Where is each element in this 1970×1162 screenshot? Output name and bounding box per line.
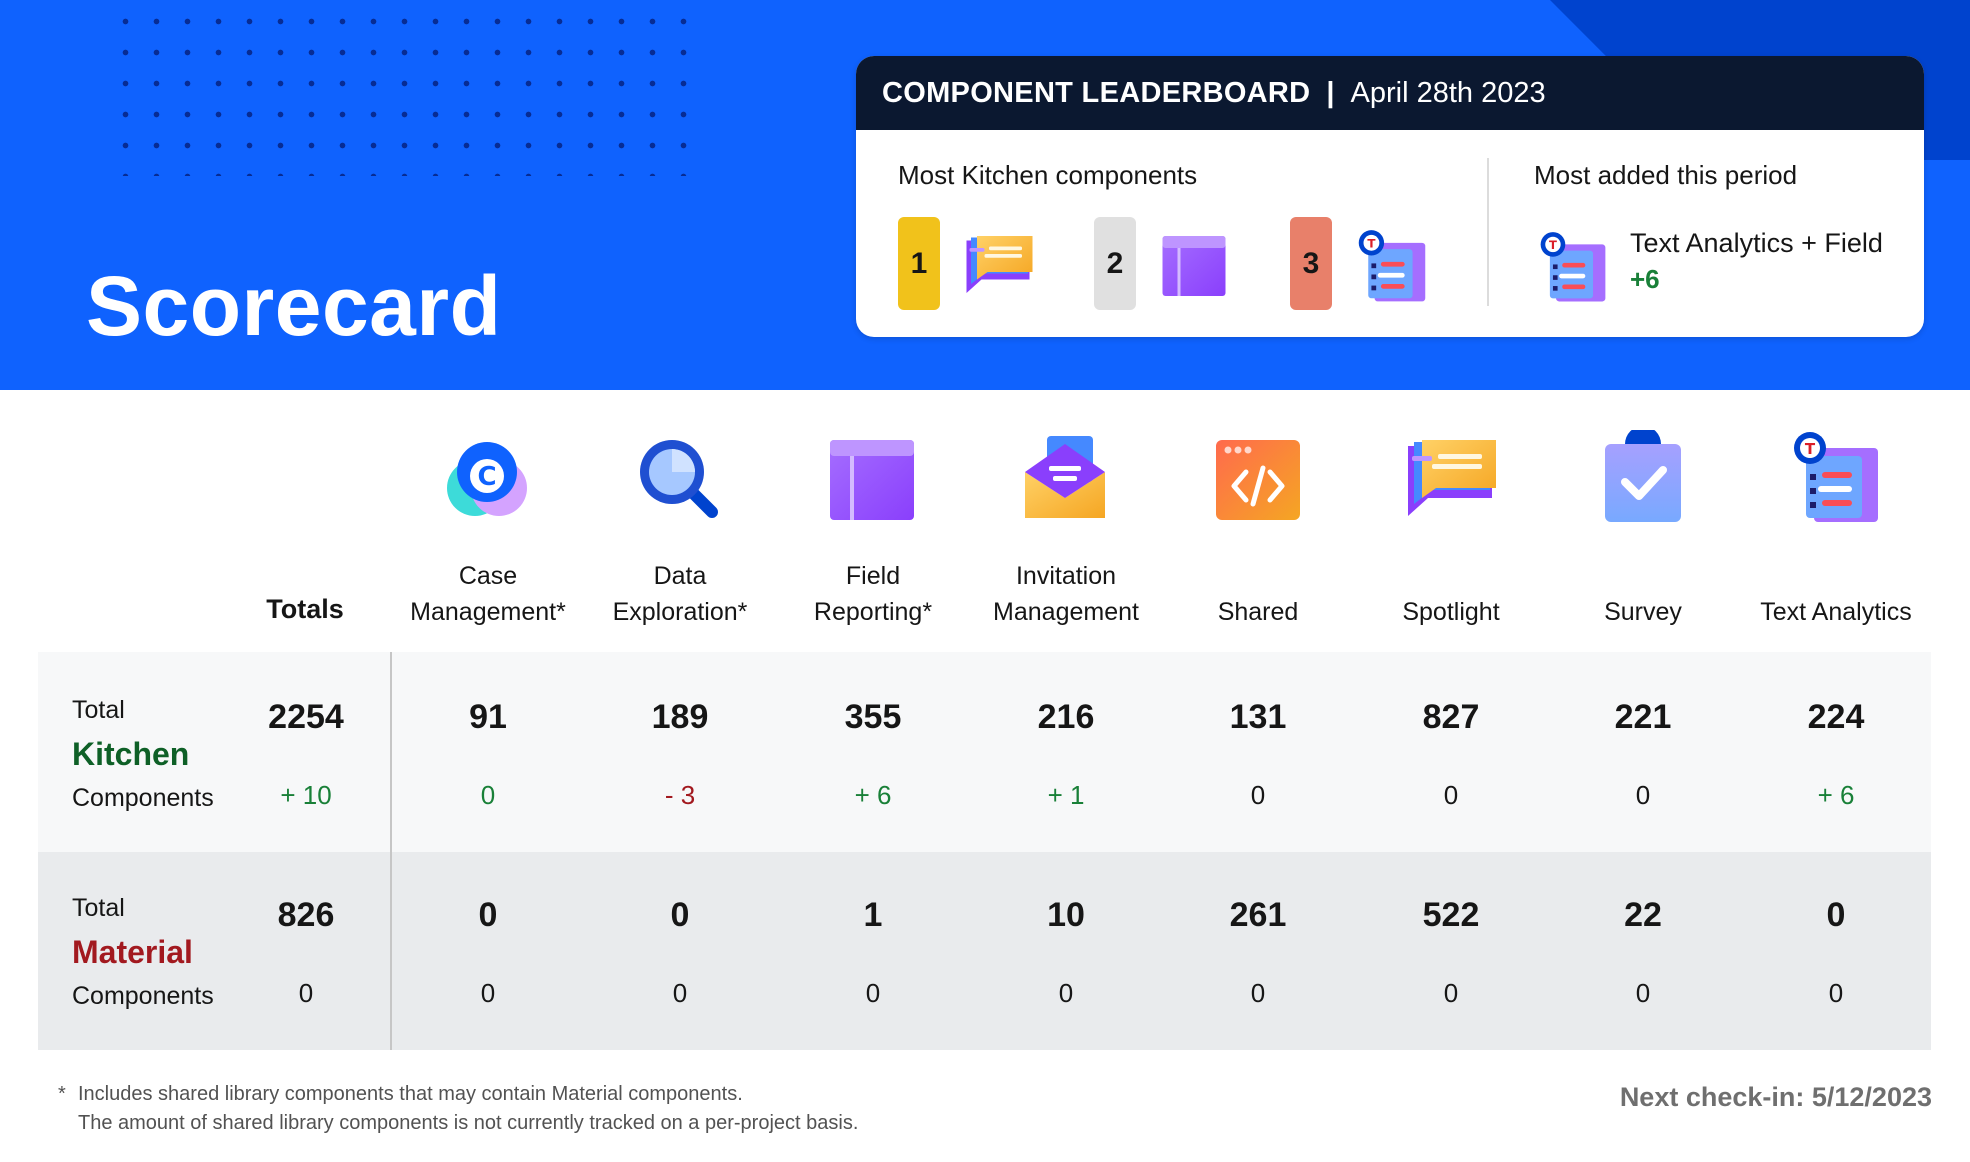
material-delta-field-reporting: 0 [865,978,881,1008]
column-header-case-management: Case Management* [388,558,588,630]
material-value-shared: 261 [1229,896,1287,934]
most-added-title: Most added this period [1534,160,1798,190]
most-added-name: Text Analytics + Field [1630,228,1883,258]
material-value-invitation-management: 10 [1047,896,1085,934]
material-value-data-exploration: 0 [670,896,690,934]
material-total-delta: 0 [298,978,314,1008]
kitchen-value-survey: 221 [1614,698,1672,736]
footnote: * Includes shared library components that… [58,1080,858,1138]
material-delta-data-exploration: 0 [672,978,688,1008]
footnote-line2: The amount of shared library components … [78,1112,859,1134]
kitchen-delta-spotlight: 0 [1443,780,1459,810]
totals-divider-line [390,652,392,1050]
kitchen-total-value: 2254 [268,698,344,736]
kitchen-delta-text-analytics: + 6 [1817,780,1855,810]
column-header-survey: Survey [1604,598,1682,626]
kitchen-delta-data-exploration: - 3 [664,780,696,810]
row-label-top: Total [72,696,125,724]
column-header-line1: Field [845,562,901,590]
shared-icon [1210,432,1306,528]
rank-badge-3: 3 [1290,217,1332,310]
material-value-field-reporting: 1 [863,896,883,934]
material-value-survey: 22 [1624,896,1662,934]
row-label-bottom: Components [72,784,214,812]
rank-badge-2: 2 [1094,217,1136,310]
row-label-bottom: Components [72,982,214,1010]
material-value-spotlight: 522 [1422,896,1480,934]
row-label-material: Material [72,934,193,970]
field-reporting-icon [1158,230,1230,302]
next-checkin: Next check-in: 5/12/2023 [1619,1082,1932,1112]
column-header-spotlight: Spotlight [1402,598,1500,626]
column-header-text-analytics: Text Analytics [1760,598,1912,626]
leaderboard-card: COMPONENT LEADERBOARD | April 28th 2023 … [856,56,1924,337]
column-header-line1: Data [653,562,707,590]
most-kitchen-title: Most Kitchen components [898,160,1198,190]
invitation-management-icon [1017,430,1113,526]
kitchen-value-data-exploration: 189 [651,698,709,736]
column-header-invitation-management: Invitation Management [966,558,1166,630]
footnote-star: * [58,1083,66,1105]
kitchen-delta-invitation-management: + 1 [1047,780,1085,810]
kitchen-delta-shared: 0 [1250,780,1266,810]
data-exploration-icon [632,432,728,528]
material-value-text-analytics: 0 [1826,896,1846,934]
case-management-icon [439,432,535,528]
kitchen-total-delta: + 10 [280,780,332,810]
dot-pattern [110,6,700,176]
material-delta-text-analytics: 0 [1828,978,1844,1008]
spotlight-icon [1402,432,1498,528]
rank-badge-1: 1 [898,217,940,310]
material-delta-shared: 0 [1250,978,1266,1008]
header-banner: Scorecard COMPONENT LEADERBOARD | April … [0,0,1970,390]
page-title: Scorecard [86,259,502,353]
column-header-shared: Shared [1217,598,1299,626]
column-header-line2: Management* [410,598,566,626]
column-header-field-reporting: Field Reporting* [773,558,973,630]
material-value-case-management: 0 [478,896,498,934]
column-header-data-exploration: Data Exploration* [580,558,780,630]
field-reporting-icon [824,432,920,528]
column-header-line2: Reporting* [813,598,933,626]
kitchen-value-spotlight: 827 [1422,698,1480,736]
column-header-line2: Exploration* [612,598,748,626]
leaderboard-separator: | [1326,76,1335,109]
text-analytics-icon [1354,224,1430,306]
table-row-kitchen: Total Kitchen Components [38,652,1931,852]
material-total-value: 826 [277,896,335,934]
survey-icon [1595,430,1691,526]
kitchen-value-shared: 131 [1229,698,1287,736]
text-analytics-icon [1536,226,1610,306]
kitchen-delta-case-management: 0 [480,780,496,810]
row-label-top: Total [72,894,125,922]
table-row-material: Total Material Components [38,852,1931,1050]
totals-column-header: Totals [266,594,344,624]
material-delta-survey: 0 [1635,978,1651,1008]
material-delta-invitation-management: 0 [1058,978,1074,1008]
material-delta-case-management: 0 [480,978,496,1008]
column-header-line1: Case [458,562,518,590]
kitchen-delta-survey: 0 [1635,780,1651,810]
kitchen-delta-field-reporting: + 6 [854,780,892,810]
material-row-label: Total Material Components [72,886,214,1018]
column-header-line1: Invitation [1015,562,1117,590]
kitchen-value-case-management: 91 [469,698,507,736]
footnote-line1: Includes shared library components that … [78,1083,743,1105]
leaderboard-divider [1487,158,1489,306]
kitchen-value-text-analytics: 224 [1807,698,1865,736]
kitchen-row-label: Total Kitchen Components [72,688,214,820]
spotlight-icon [962,230,1034,302]
leaderboard-body: Most Kitchen components 1 2 3 Most added… [856,130,1924,337]
leaderboard-heading: COMPONENT LEADERBOARD [882,76,1311,109]
text-analytics-icon [1788,428,1884,524]
row-label-kitchen: Kitchen [72,736,190,772]
kitchen-value-invitation-management: 216 [1037,698,1095,736]
most-added-count: +6 [1630,264,1660,294]
column-header-line2: Management [993,598,1139,626]
leaderboard-header: COMPONENT LEADERBOARD | April 28th 2023 [856,56,1924,130]
leaderboard-date: April 28th 2023 [1350,76,1546,109]
kitchen-value-field-reporting: 355 [844,698,902,736]
material-delta-spotlight: 0 [1443,978,1459,1008]
